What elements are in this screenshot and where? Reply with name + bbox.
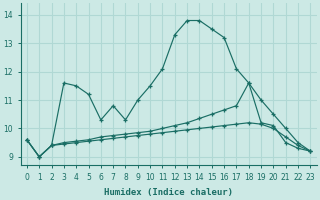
X-axis label: Humidex (Indice chaleur): Humidex (Indice chaleur): [104, 188, 233, 197]
